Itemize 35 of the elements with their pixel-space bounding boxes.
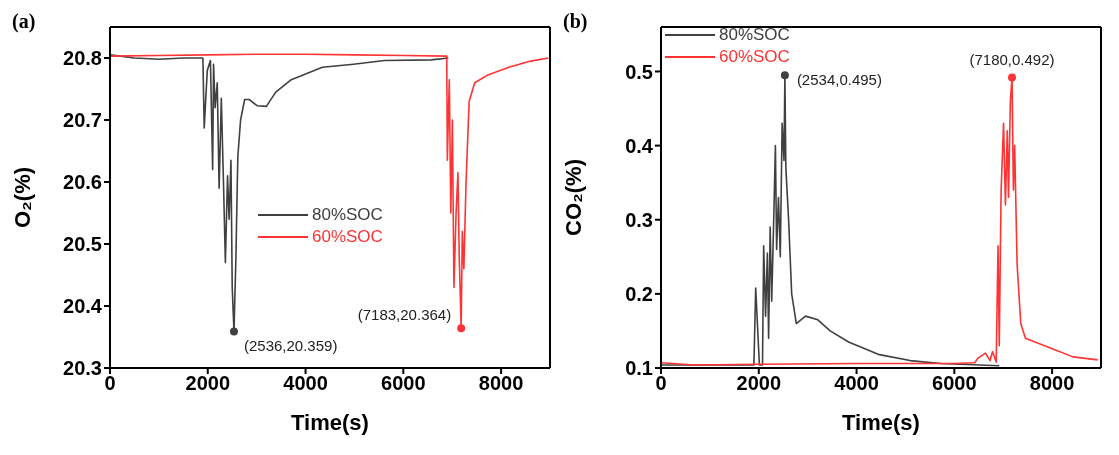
y-tick-label: 0.3 xyxy=(625,208,653,231)
annotation: (2534,0.495) xyxy=(796,71,882,89)
chart-title: (a) xyxy=(12,10,36,33)
y-tick-label: 20.6 xyxy=(63,171,102,194)
x-tick-label: 8000 xyxy=(478,372,524,395)
x-axis-title: Time(s) xyxy=(291,410,369,435)
y-tick-label: 20.3 xyxy=(63,357,102,380)
chart-title: (b) xyxy=(563,10,588,33)
annotation: (7180,0.492) xyxy=(969,51,1055,69)
y-tick-label: 0.4 xyxy=(625,134,654,157)
y-tick-label: 0.2 xyxy=(625,282,653,305)
y-axis-title: O₂(%) xyxy=(9,166,35,229)
y-tick-label: 20.4 xyxy=(63,295,103,318)
y-axis-title: CO₂(%) xyxy=(560,159,586,236)
x-tick-label: 2000 xyxy=(185,372,231,395)
x-tick-label: 6000 xyxy=(932,372,977,395)
legend-label: 60%SOC xyxy=(312,226,383,248)
x-tick-label: 0 xyxy=(655,372,667,395)
y-tick-label: 20.7 xyxy=(63,109,102,132)
x-axis-title: Time(s) xyxy=(842,410,920,435)
x-tick-label: 2000 xyxy=(736,372,782,395)
y-tick-label: 0.1 xyxy=(625,357,653,380)
x-tick-label: 4000 xyxy=(283,372,328,395)
legend-label: 80%SOC xyxy=(312,204,383,226)
x-tick-label: 4000 xyxy=(834,372,879,395)
legend-label: 60%SOC xyxy=(719,46,790,68)
y-tick-label: 20.8 xyxy=(63,47,102,70)
y-tick-label: 20.5 xyxy=(63,233,102,256)
x-tick-label: 8000 xyxy=(1029,372,1075,395)
x-tick-label: 6000 xyxy=(381,372,426,395)
x-tick-label: 0 xyxy=(104,372,116,395)
annotation: (7183,20.364) xyxy=(357,306,452,324)
legend-label: 80%SOC xyxy=(719,24,790,46)
annotation: (2536,20.359) xyxy=(243,337,338,355)
y-tick-label: 0.5 xyxy=(625,60,653,83)
